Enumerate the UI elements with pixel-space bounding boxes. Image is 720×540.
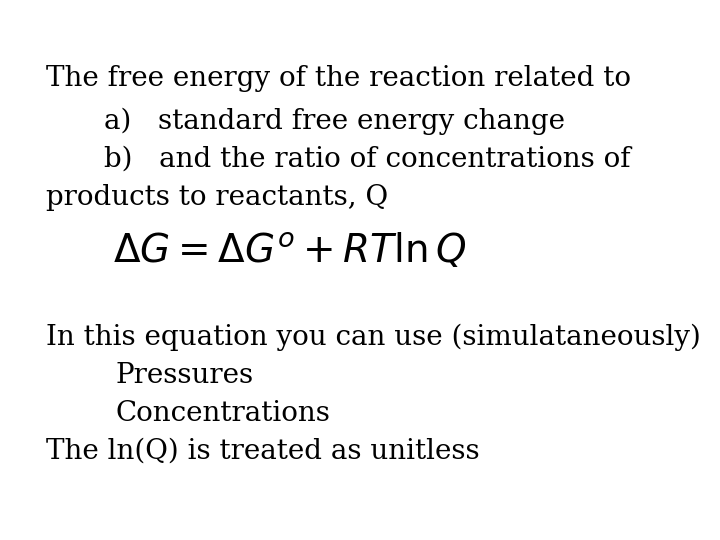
Text: In this equation you can use (simulataneously): In this equation you can use (simulatane… — [46, 324, 701, 352]
Text: The free energy of the reaction related to: The free energy of the reaction related … — [46, 65, 631, 92]
Text: Concentrations: Concentrations — [116, 400, 330, 427]
Text: a)   standard free energy change: a) standard free energy change — [104, 108, 565, 136]
Text: Pressures: Pressures — [116, 362, 254, 389]
Text: The ln(Q) is treated as unitless: The ln(Q) is treated as unitless — [46, 437, 480, 464]
Text: b)   and the ratio of concentrations of: b) and the ratio of concentrations of — [104, 146, 631, 173]
Text: $\Delta G = \Delta G^{o} + RT\ln Q$: $\Delta G = \Delta G^{o} + RT\ln Q$ — [113, 232, 466, 271]
Text: products to reactants, Q: products to reactants, Q — [46, 184, 388, 211]
